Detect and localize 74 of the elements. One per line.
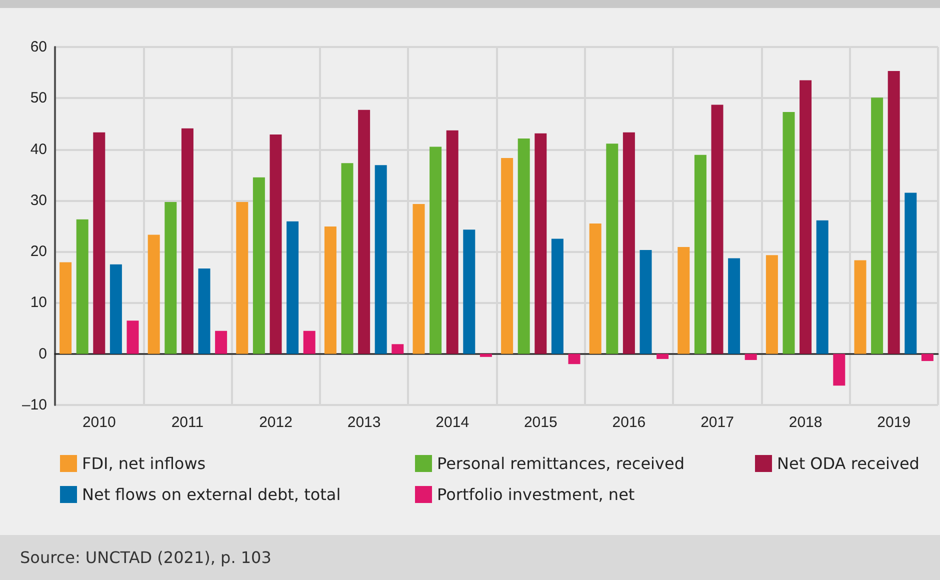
bar [518, 138, 530, 354]
legend-label: Personal remittances, received [437, 454, 684, 473]
bar [816, 220, 828, 354]
y-tick-label: 40 [30, 140, 47, 158]
bar [463, 230, 476, 354]
bar [551, 238, 564, 354]
bar [215, 330, 228, 354]
y-tick-label: 20 [30, 243, 47, 260]
bar [286, 221, 299, 354]
bar [728, 258, 740, 354]
x-tick-label: 2017 [700, 414, 734, 431]
bar [93, 132, 106, 354]
y-tick-label: 50 [30, 90, 47, 107]
x-tick-label: 2016 [612, 414, 646, 431]
y-tick-label: 10 [30, 294, 47, 312]
bar [711, 104, 724, 354]
x-tick-label: 2014 [436, 414, 470, 431]
bar [656, 354, 669, 359]
bar [126, 320, 139, 354]
bar [622, 132, 635, 354]
x-tick-label: 2019 [877, 414, 911, 431]
x-tick-label: 2011 [171, 414, 204, 431]
bar [270, 134, 282, 354]
bar [341, 163, 354, 354]
bar [374, 165, 387, 354]
y-tick-label: 60 [30, 38, 47, 56]
bar [640, 250, 652, 354]
x-tick-label: 2010 [82, 414, 116, 431]
bar [854, 260, 866, 354]
bar [324, 226, 336, 354]
bar [412, 204, 425, 354]
bar [480, 354, 492, 357]
bar [252, 177, 265, 354]
bar [164, 202, 177, 354]
legend-label: Net flows on external debt, total [82, 485, 341, 504]
bar [904, 192, 917, 354]
bar [921, 354, 934, 362]
y-tick-label: 30 [30, 192, 47, 209]
bar [589, 223, 602, 354]
y-tick-label: 0 [38, 345, 47, 362]
bar [744, 354, 757, 360]
bar [800, 80, 812, 354]
bar [76, 219, 88, 354]
bar [181, 128, 194, 354]
source-note: Source: UNCTAD (2021), p. 103 [0, 535, 940, 580]
x-tick-label: 2012 [259, 414, 292, 431]
bar [606, 144, 618, 354]
x-tick-label: 2018 [788, 414, 822, 431]
bar [534, 133, 547, 354]
bar [198, 268, 210, 354]
bar [678, 246, 690, 354]
bar [110, 264, 122, 354]
bar [430, 146, 442, 354]
bar [60, 262, 72, 354]
bar [303, 330, 316, 354]
legend-label: Net ODA received [777, 454, 920, 473]
legend-label: FDI, net inflows [82, 454, 206, 473]
bar [501, 158, 514, 354]
x-tick-label: 2015 [524, 414, 558, 431]
bar [358, 110, 370, 354]
bar [888, 71, 900, 354]
bar [148, 234, 160, 354]
bar [446, 130, 458, 354]
y-tick-label: –10 [22, 396, 47, 414]
bar [766, 255, 778, 354]
bar [236, 202, 248, 354]
bar [694, 154, 706, 354]
bar [568, 354, 580, 364]
bar [833, 354, 846, 386]
bar [392, 344, 404, 354]
legend-label: Portfolio investment, net [437, 485, 635, 504]
bar [871, 98, 884, 354]
x-tick-label: 2013 [347, 414, 381, 431]
bar [782, 112, 795, 354]
